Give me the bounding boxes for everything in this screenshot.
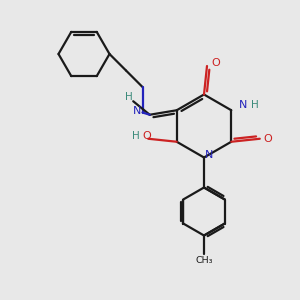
Text: N: N [205, 150, 214, 160]
Text: O: O [264, 134, 273, 144]
Text: H: H [125, 92, 133, 102]
Text: N: N [238, 100, 247, 110]
Text: H: H [251, 100, 259, 110]
Text: N: N [133, 106, 141, 116]
Text: H: H [132, 131, 140, 141]
Text: O: O [142, 131, 151, 141]
Text: O: O [211, 58, 220, 68]
Text: CH₃: CH₃ [195, 256, 213, 265]
